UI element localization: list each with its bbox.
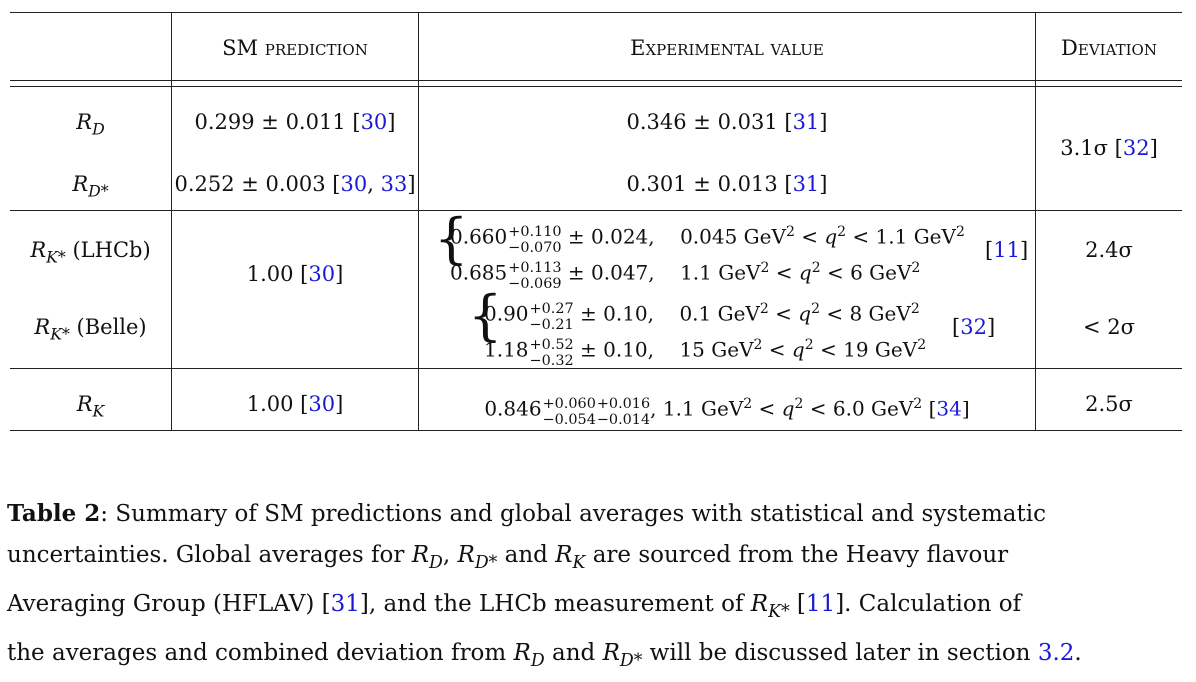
citation-link[interactable]: 30 xyxy=(308,392,336,416)
citation-link[interactable]: 11 xyxy=(805,591,836,618)
col-rule-3 xyxy=(1035,12,1036,430)
header-experimental-value: Experimental value xyxy=(630,36,824,60)
row-label-rks-belle: RK* (Belle) xyxy=(34,315,147,344)
rks-lhcb-deviation: 2.4σ xyxy=(1085,238,1133,262)
summary-table: SM prediction Experimental value Deviati… xyxy=(10,12,1182,432)
col-rule-2 xyxy=(418,12,419,430)
citation-link[interactable]: 33 xyxy=(380,172,408,196)
rd-deviation: 3.1σ [32] xyxy=(1060,136,1158,160)
rk-deviation: 2.5σ xyxy=(1085,392,1133,416)
header-deviation: Deviation xyxy=(1061,36,1157,60)
table-bottom-rule xyxy=(10,430,1182,431)
rdstar-sm-prediction: 0.252 ± 0.003 [30, 33] xyxy=(174,172,416,196)
header-rule-1 xyxy=(10,80,1182,81)
citation-link[interactable]: 32 xyxy=(960,315,987,339)
col-rule-1 xyxy=(171,12,172,430)
rks-lhcb-line-1: 0.660 +0.110 −0.070 ± 0.024, 0.045 GeV2 < … xyxy=(450,224,965,256)
citation-link[interactable]: 34 xyxy=(936,396,962,421)
citation-link[interactable]: 30 xyxy=(308,262,336,286)
caption-label: Table 2 xyxy=(7,500,101,527)
rks-lhcb-line-2: 0.685 +0.113 −0.069 ± 0.047, 1.1 GeV2 < q2… xyxy=(450,260,921,292)
citation-link[interactable]: 30 xyxy=(360,110,388,134)
rk-sm-prediction: 1.00 [30] xyxy=(246,392,344,416)
section-link[interactable]: 3.2 xyxy=(1037,640,1075,667)
row-label-rdstar: RD* xyxy=(72,172,109,201)
rks-belle-line-1: 0.90 +0.27 −0.21 ± 0.10, 0.1 GeV2 < q2 < 8… xyxy=(484,301,920,333)
header-sm-prediction: SM prediction xyxy=(222,36,368,60)
left-brace-icon: { xyxy=(468,284,503,347)
rks-belle-citation: [32] xyxy=(952,315,996,339)
table-caption: Table 2: Summary of SM predictions and g… xyxy=(7,500,1082,672)
rd-experimental-value: 0.346 ± 0.031 [31] xyxy=(626,110,828,134)
rk-experimental-value: 0.846 +0.060 −0.054 +0.016 −0.014, 1.1 GeV2 … xyxy=(484,396,970,428)
rdstar-experimental-value: 0.301 ± 0.013 [31] xyxy=(626,172,828,196)
row-rule-1 xyxy=(10,210,1182,211)
citation-link[interactable]: 31 xyxy=(330,591,360,618)
row-label-rk: RK xyxy=(76,392,105,421)
rks-lhcb-citation: [11] xyxy=(985,238,1029,262)
rks-sm-prediction: 1.00 [30] xyxy=(246,262,344,286)
rks-belle-deviation: < 2σ xyxy=(1083,315,1135,339)
rks-belle-line-2: 1.18 +0.52 −0.32 ± 0.10, 15 GeV2 < q2 < 19… xyxy=(484,337,927,369)
row-label-rd: RD xyxy=(76,110,105,139)
citation-link[interactable]: 31 xyxy=(792,172,820,196)
rd-sm-prediction: 0.299 ± 0.011 [30] xyxy=(194,110,396,134)
citation-link[interactable]: 30 xyxy=(340,172,368,196)
table-top-rule xyxy=(10,12,1182,13)
row-rule-2 xyxy=(10,368,1182,369)
left-brace-icon: { xyxy=(434,207,469,270)
citation-link[interactable]: 11 xyxy=(993,238,1020,262)
citation-link[interactable]: 31 xyxy=(792,110,820,134)
header-rule-2 xyxy=(10,86,1182,87)
row-label-rks-lhcb: RK* (LHCb) xyxy=(30,238,151,267)
citation-link[interactable]: 32 xyxy=(1122,136,1150,160)
